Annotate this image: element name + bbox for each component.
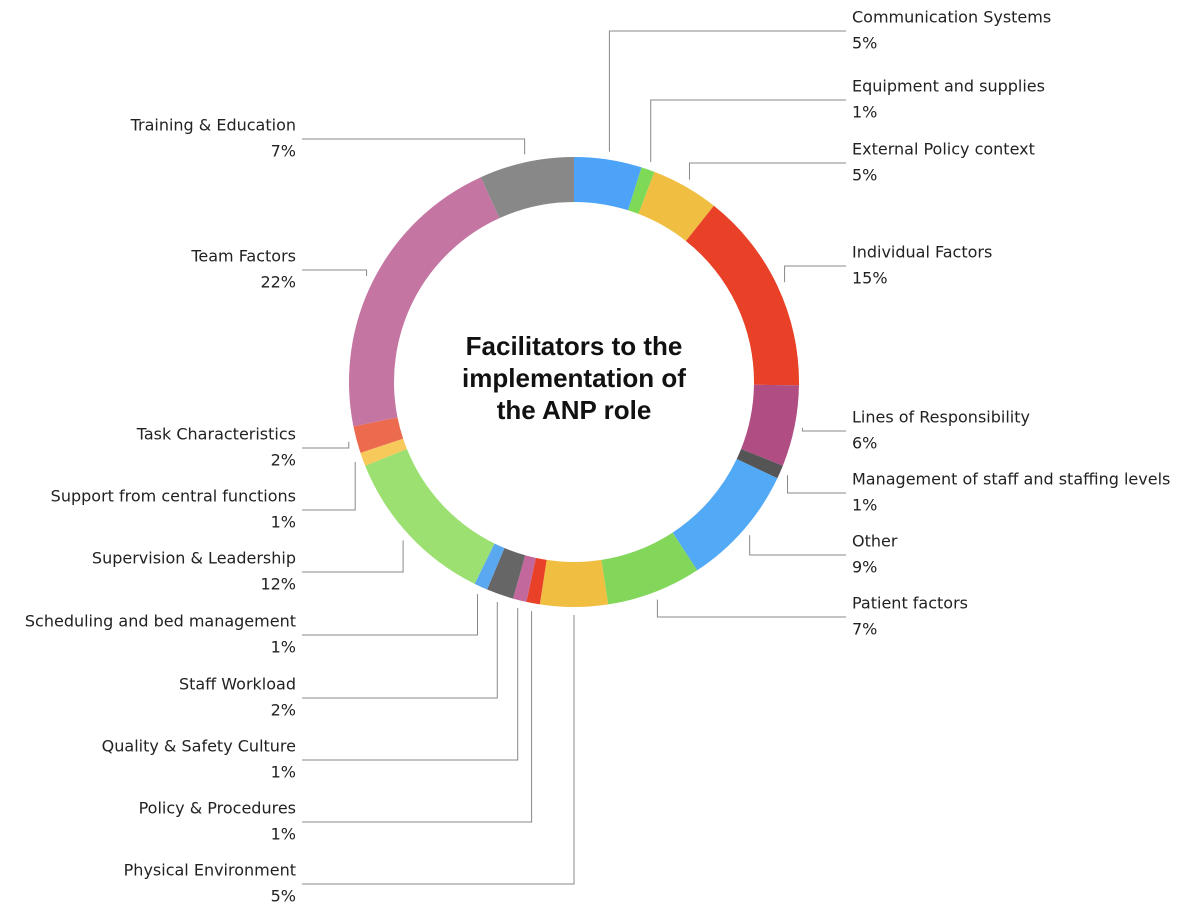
leader-line — [801, 427, 846, 432]
slice-label: Communication Systems — [852, 8, 1051, 27]
leader-line — [302, 269, 368, 276]
slice-value-label: 22% — [260, 273, 296, 292]
slice-label: Individual Factors — [852, 243, 992, 262]
leader-line — [302, 441, 350, 449]
slice-label: Supervision & Leadership — [92, 549, 296, 568]
leader-line — [302, 462, 356, 511]
leader-line — [302, 611, 533, 823]
slice-label: Staff Workload — [179, 675, 296, 694]
leader-line — [302, 602, 498, 699]
slice-label: Patient factors — [852, 594, 968, 613]
slice-value-label: 2% — [271, 701, 296, 720]
chart-title: Facilitators to the implementation of th… — [462, 331, 686, 425]
donut-slice — [526, 557, 547, 605]
donut-slice — [360, 438, 407, 466]
slice-value-label: 2% — [271, 451, 296, 470]
donut-slice — [348, 177, 500, 427]
leader-line — [302, 615, 575, 885]
slice-value-label: 1% — [271, 638, 296, 657]
slice-label: Other — [852, 532, 898, 551]
slice-value-label: 5% — [271, 887, 296, 906]
slice-value-label: 1% — [271, 763, 296, 782]
leader-line — [302, 608, 519, 761]
donut-slice — [513, 555, 536, 602]
donut-slice — [487, 548, 526, 599]
leader-line — [749, 535, 846, 556]
donut-slice — [685, 205, 799, 386]
slice-value-label: 15% — [852, 269, 888, 288]
slice-value-label: 7% — [271, 142, 296, 161]
slice-value-label: 12% — [260, 575, 296, 594]
leader-line — [688, 162, 846, 180]
donut-slice — [601, 532, 698, 605]
leader-line — [784, 265, 846, 283]
slice-label: Equipment and supplies — [852, 77, 1045, 96]
slice-value-label: 1% — [852, 103, 877, 122]
slice-value-label: 6% — [852, 434, 877, 453]
slice-label: External Policy context — [852, 140, 1035, 159]
slice-label: Task Characteristics — [136, 425, 296, 444]
donut-slice — [539, 559, 609, 607]
slice-value-label: 5% — [852, 166, 877, 185]
leader-line — [787, 475, 846, 494]
donut-slice — [638, 171, 714, 242]
donut-slice — [474, 543, 505, 590]
slice-label: Scheduling and bed management — [25, 612, 296, 631]
slice-label: Team Factors — [190, 247, 296, 266]
slice-value-label: 1% — [271, 513, 296, 532]
donut-slice — [628, 167, 655, 214]
donut-slice — [353, 417, 404, 453]
leader-line — [302, 594, 479, 636]
slice-label: Support from central functions — [51, 487, 296, 506]
leader-line — [608, 30, 846, 152]
slice-label: Quality & Safety Culture — [102, 737, 296, 756]
leader-line — [656, 599, 846, 618]
slice-value-label: 9% — [852, 558, 877, 577]
slice-label: Training & Education — [130, 116, 296, 135]
slice-label: Management of staff and staffing levels — [852, 470, 1170, 489]
donut-slice — [480, 157, 574, 219]
donut-slice — [365, 448, 495, 584]
slice-value-label: 5% — [852, 34, 877, 53]
leader-line — [302, 540, 404, 573]
slice-value-label: 7% — [852, 620, 877, 639]
slice-label: Physical Environment — [124, 861, 296, 880]
slice-value-label: 1% — [852, 496, 877, 515]
donut-slice — [672, 459, 778, 571]
slice-value-label: 1% — [271, 825, 296, 844]
donut-slice — [741, 384, 799, 466]
leader-line — [650, 99, 846, 162]
leader-line — [302, 138, 526, 155]
slice-label: Policy & Procedures — [139, 799, 296, 818]
donut-slice — [574, 157, 642, 211]
donut-slice — [736, 448, 783, 479]
slice-label: Lines of Responsibility — [852, 408, 1030, 427]
